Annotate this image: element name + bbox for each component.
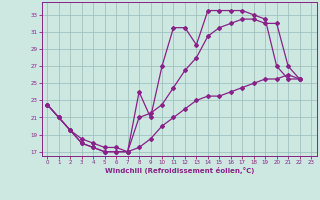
X-axis label: Windchill (Refroidissement éolien,°C): Windchill (Refroidissement éolien,°C) [105,167,254,174]
